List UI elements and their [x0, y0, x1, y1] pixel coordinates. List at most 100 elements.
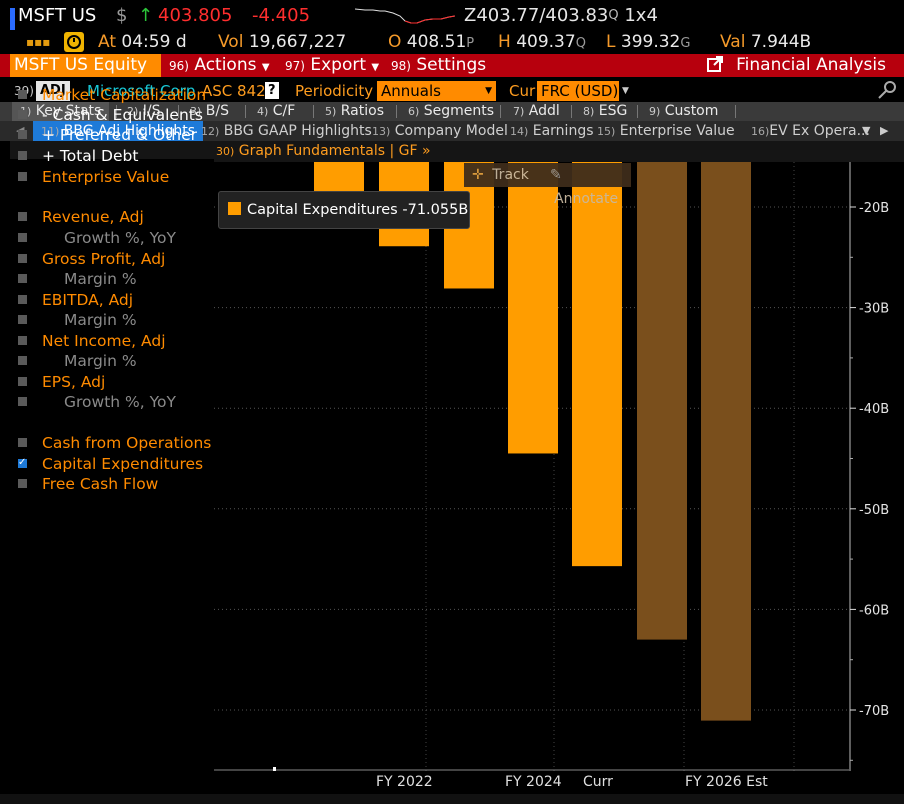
metric-checkbox[interactable] [18, 453, 27, 473]
metric-label: - Cash & Equivalents [42, 106, 203, 124]
metric-item[interactable]: Market Capitalization [10, 85, 214, 105]
subtab-enterprise-value[interactable]: 15) Enterprise Value [597, 121, 735, 141]
tab-num: 2) [127, 105, 139, 118]
tab-list-icon[interactable]: ▼ [862, 124, 871, 137]
ticker-symbol[interactable]: MSFT US [18, 5, 97, 26]
subtab-bbg-adj-highlights[interactable]: 11) BBG Adj Highlights [33, 121, 204, 141]
tab-esg[interactable]: 8) ESG [583, 102, 627, 121]
metric-checkbox[interactable] [18, 274, 27, 283]
open-label: O [388, 32, 402, 52]
adj-toggle[interactable]: ADJ [36, 81, 70, 101]
function-toolbar: MSFT US Equity 96) Actions ▼ 97) Export … [0, 54, 904, 77]
bid-ask-size: 1x4 [624, 5, 658, 26]
tab-divider [313, 105, 314, 118]
metric-item[interactable]: Capital Expenditures [10, 453, 214, 474]
low-suffix: G [680, 36, 691, 51]
metric-checkbox[interactable] [18, 438, 27, 447]
metric-item[interactable]: Growth %, YoY [10, 228, 214, 248]
metric-checkbox[interactable] [18, 295, 27, 304]
metric-item[interactable]: + Total Debt [10, 146, 214, 166]
metric-item[interactable]: Margin % [10, 310, 214, 330]
bid-ask-value: Z403.77/403.83 [464, 5, 609, 26]
metric-checkbox[interactable] [18, 130, 27, 139]
subtab-num: 16) [751, 125, 770, 138]
settings-button[interactable]: 98) Settings [391, 54, 486, 77]
metric-item[interactable]: Enterprise Value [10, 167, 214, 187]
capex-bar-chart: -20B -30B -40B -50B -60B -70B [214, 162, 904, 771]
metric-checkbox[interactable] [18, 233, 27, 242]
y-axis-area [849, 162, 904, 771]
metric-item[interactable]: Margin % [10, 351, 214, 371]
bar-capex-fy-2024[interactable] [508, 162, 558, 454]
bar-capex-fy-2025-est[interactable] [637, 162, 687, 640]
metric-item[interactable]: + Preferred & Other [10, 125, 214, 145]
metric-checkbox[interactable] [18, 151, 27, 160]
metric-label: Revenue, Adj [42, 208, 144, 226]
tab-segments[interactable]: 6) Segments [408, 102, 494, 121]
metric-checkbox[interactable] [18, 336, 27, 345]
metric-item[interactable]: Free Cash Flow [10, 474, 214, 494]
security-field[interactable]: MSFT US Equity [10, 54, 161, 77]
metric-item[interactable]: EBITDA, Adj [10, 290, 214, 310]
metric-checkbox[interactable] [18, 356, 27, 365]
annotate-button[interactable]: ✎ Annotate [550, 163, 631, 211]
tab-ratios[interactable]: 5) Ratios [325, 102, 384, 121]
dropdown-caret-icon: ▼ [485, 86, 492, 96]
subtab-num: 13) [372, 125, 391, 138]
low-value: 399.32 [620, 32, 681, 52]
dropdown-caret-icon: ▼ [371, 62, 380, 73]
dropdown-caret-icon: ▼ [261, 62, 270, 73]
metric-checkbox[interactable] [18, 479, 27, 488]
bar-capex-fy-2026-est[interactable] [701, 162, 751, 721]
metric-item[interactable]: Gross Profit, Adj [10, 249, 214, 269]
track-button[interactable]: ✛ Track [472, 163, 529, 187]
filter-bar: 39) ADJ Microsoft Corp ASC 842 ? Periodi… [0, 81, 904, 101]
metric-checkbox[interactable] [18, 212, 27, 221]
subtab-bbg-gaap-highlights[interactable]: 12) BBG GAAP Highlights [201, 121, 372, 141]
metric-checkbox[interactable] [18, 110, 27, 119]
actions-label: Actions [194, 55, 257, 75]
subtab-label: Company Model [394, 123, 508, 139]
metric-checkbox[interactable] [18, 397, 27, 406]
pin-icon[interactable] [876, 80, 898, 105]
price-change: -4.405 [252, 5, 311, 26]
help-icon[interactable]: ? [265, 82, 279, 99]
currency-select[interactable]: FRC (USD) [537, 81, 619, 101]
tab-key-stats[interactable]: 1) Key Stats [12, 102, 110, 121]
main-tabs: 1) Key Stats 2) I/S 3) B/S 4) C/F 5) Rat… [0, 102, 904, 121]
subtab-num: 14) [510, 125, 529, 138]
metric-item[interactable]: Revenue, Adj [10, 207, 214, 227]
metric-item[interactable]: Margin % [10, 269, 214, 289]
metric-item[interactable]: EPS, Adj [10, 372, 214, 392]
subtab-company-model[interactable]: 13) Company Model [372, 121, 508, 141]
tab-income-statement[interactable]: 2) I/S [127, 102, 160, 121]
y-tick-label: -30B [859, 302, 889, 317]
subtab-ev-ex-operating[interactable]: 16)EV Ex Opera... [751, 121, 870, 141]
metric-checkbox[interactable] [18, 315, 27, 324]
dropdown-caret-icon[interactable]: ▼ [622, 86, 629, 96]
actions-menu[interactable]: 96) Actions ▼ [169, 54, 270, 77]
metric-checkbox[interactable] [18, 90, 27, 99]
tab-cash-flow[interactable]: 4) C/F [257, 102, 295, 121]
tab-custom[interactable]: 9) Custom [649, 102, 718, 121]
settings-num: 98) [391, 59, 411, 73]
subtab-earnings[interactable]: 14) Earnings [510, 121, 594, 141]
metric-item[interactable]: Net Income, Adj [10, 331, 214, 351]
scroll-right-icon[interactable]: ▶ [880, 124, 889, 137]
metric-item[interactable]: - Cash & Equivalents [10, 105, 214, 125]
graph-header-label: Graph Fundamentals | GF » [238, 143, 431, 159]
bar-capex-curr[interactable] [572, 162, 622, 567]
graph-header[interactable]: 30) Graph Fundamentals | GF » [214, 141, 904, 162]
export-menu[interactable]: 97) Export ▼ [285, 54, 379, 77]
metric-checkbox[interactable] [18, 254, 27, 263]
metric-item[interactable]: Growth %, YoY [10, 392, 214, 412]
low-label: L [606, 32, 616, 52]
metric-checkbox[interactable] [18, 172, 27, 181]
financial-analysis-link[interactable]: Financial Analysis [706, 54, 886, 77]
metric-checkbox[interactable] [18, 377, 27, 386]
tab-addl[interactable]: 7) Addl [513, 102, 560, 121]
tab-balance-sheet[interactable]: 3) B/S [190, 102, 229, 121]
periodicity-select[interactable]: Annuals ▼ [377, 81, 496, 101]
tab-label: Custom [664, 103, 719, 119]
metric-item[interactable]: Cash from Operations [10, 433, 214, 453]
